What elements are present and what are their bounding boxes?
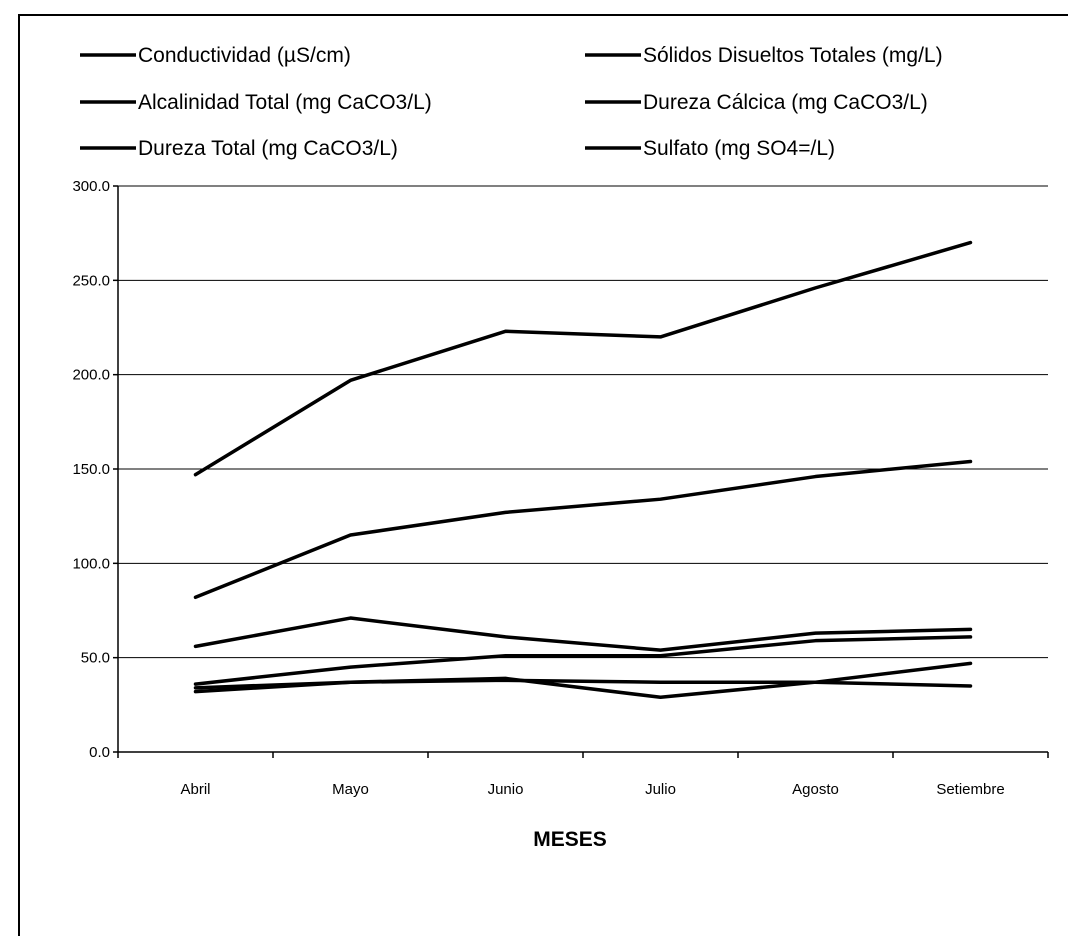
y-tick-label: 150.0 xyxy=(72,461,110,478)
series-line-4 xyxy=(193,635,973,686)
x-tick-label: Setiembre xyxy=(936,781,1004,798)
legend-entry: Sólidos Disueltos Totales (mg/L) xyxy=(643,44,943,67)
series-line-1 xyxy=(193,240,973,477)
legend-entry: Conductividad (µS/cm) xyxy=(138,44,351,67)
series-line-6 xyxy=(193,678,973,694)
axes xyxy=(117,186,1049,758)
legend-entry: Dureza Cálcica (mg CaCO3/L) xyxy=(643,91,928,114)
x-tick-label: Mayo xyxy=(332,781,369,798)
legend: Conductividad (µS/cm) Sólidos Disueltos T… xyxy=(80,44,943,160)
legend-entry: Alcalinidad Total (mg CaCO3/L) xyxy=(138,91,432,114)
x-tick-label: Julio xyxy=(645,781,676,798)
y-tick-labels: 0.0 50.0 100.0 150.0 200.0 250.0 300.0 xyxy=(72,178,110,761)
series-line-3 xyxy=(193,616,973,652)
y-tick-label: 250.0 xyxy=(72,272,110,289)
x-tick-label: Junio xyxy=(488,781,524,798)
series-lines xyxy=(193,240,973,700)
y-tick-label: 50.0 xyxy=(81,650,110,667)
chart-frame xyxy=(18,14,1068,936)
y-tick-label: 200.0 xyxy=(72,367,110,384)
x-tick-label: Agosto xyxy=(792,781,839,798)
x-tick-labels: Abril Mayo Junio Julio Agosto Setiembre xyxy=(180,781,1004,798)
series-line-2 xyxy=(193,459,973,600)
x-axis-label: MESES xyxy=(533,828,607,851)
x-tick-label: Abril xyxy=(180,781,210,798)
legend-entry: Sulfato (mg SO4=/L) xyxy=(643,137,835,160)
y-tick-label: 300.0 xyxy=(72,178,110,195)
y-tick-label: 100.0 xyxy=(72,555,110,572)
legend-entry: Dureza Total (mg CaCO3/L) xyxy=(138,137,398,160)
y-tick-label: 0.0 xyxy=(89,744,110,761)
